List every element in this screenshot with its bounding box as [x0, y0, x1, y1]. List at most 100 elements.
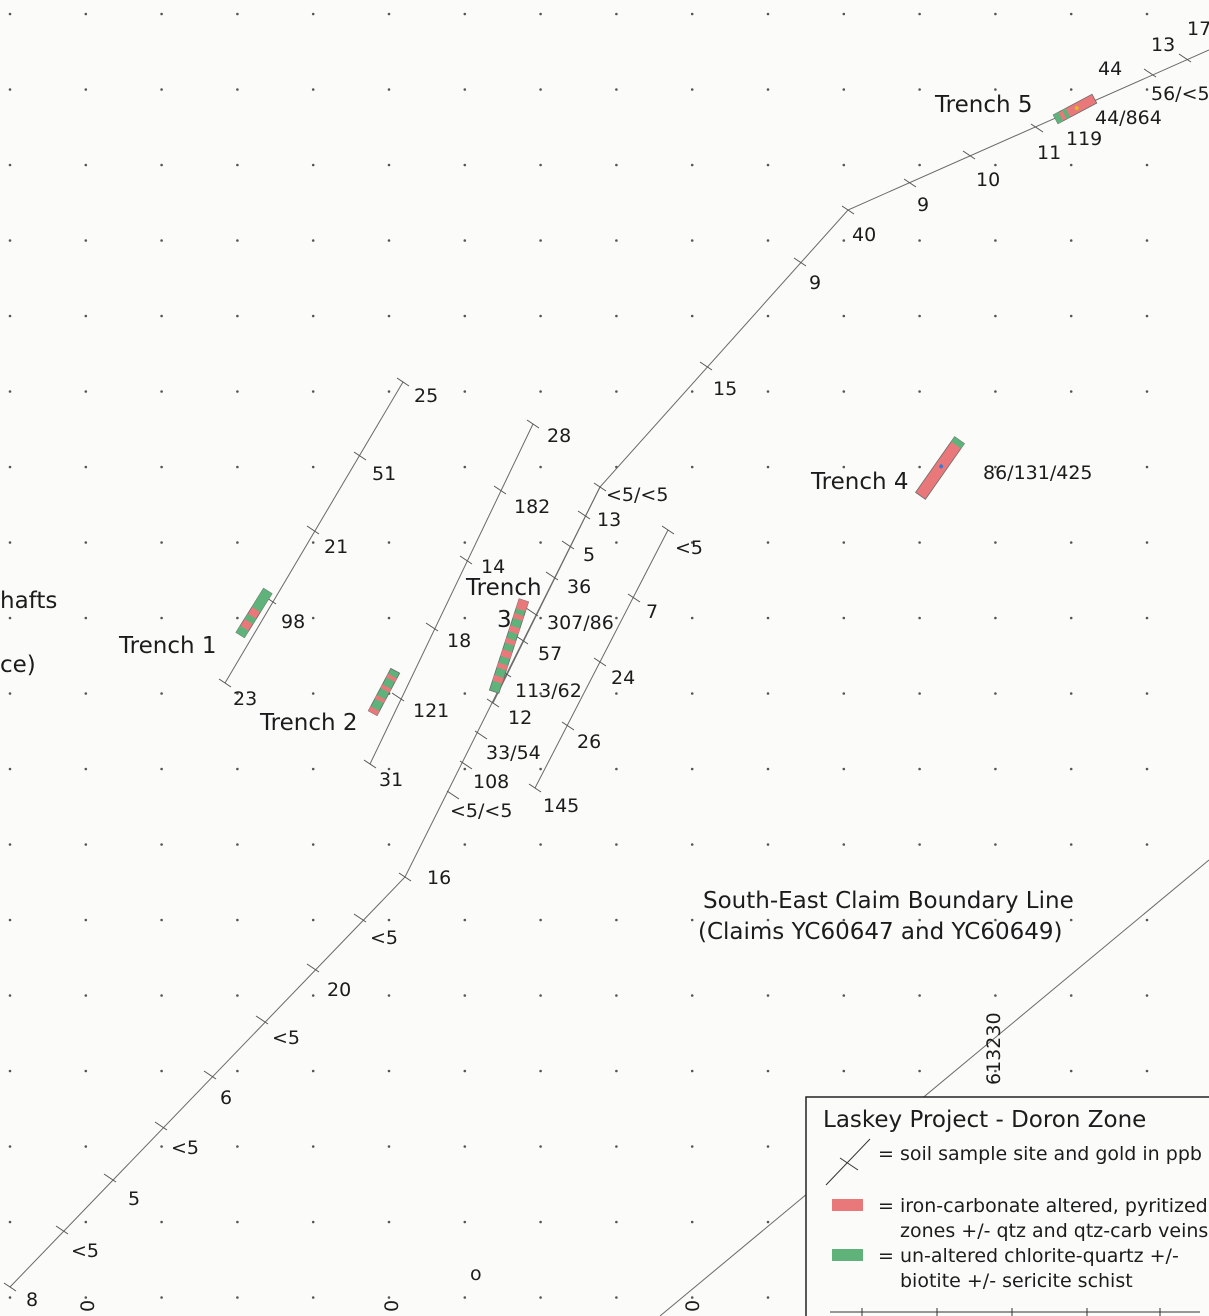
grid-dot	[615, 12, 618, 16]
grid-dot	[994, 465, 997, 469]
grid-dot	[311, 1296, 315, 1299]
grid-dot	[918, 994, 921, 997]
grid-dot	[615, 843, 618, 846]
scale-bar	[830, 1308, 1200, 1316]
grid-dot	[1145, 12, 1149, 16]
grid-dot	[1145, 994, 1149, 997]
sample-value: 36	[567, 576, 591, 598]
grid-dot	[8, 163, 12, 167]
sample-value: <5	[272, 1027, 300, 1049]
sample-site-tick	[459, 555, 473, 565]
trench-1-label: Trench 1	[118, 633, 217, 659]
grid-dot	[539, 767, 542, 771]
grid-dot	[766, 88, 770, 91]
grid-dot	[8, 616, 12, 620]
grid-dot	[842, 843, 846, 846]
grid-dot	[918, 616, 921, 620]
grid-dot	[1069, 314, 1073, 318]
grid-dot	[236, 918, 239, 922]
sample-site-tick	[526, 419, 540, 429]
grid-dot	[539, 314, 542, 318]
grid-dot	[690, 1069, 694, 1073]
grid-dot	[463, 994, 467, 997]
grid-dot	[539, 843, 542, 846]
bottom-mark: 0	[77, 1300, 99, 1312]
grid-dot	[842, 12, 846, 16]
line-2	[369, 423, 534, 765]
sample-site-tick	[55, 1225, 69, 1235]
grid-dot	[311, 239, 315, 242]
sample-value: 113/62	[515, 680, 582, 702]
grid-dot	[236, 767, 239, 771]
grid-dot	[994, 918, 997, 922]
line-1	[224, 381, 404, 684]
grid-dot	[311, 541, 315, 544]
sample-value: 25	[414, 385, 438, 407]
sample-value: 13	[597, 509, 621, 531]
sample-value: 108	[473, 771, 509, 793]
grid-dot	[463, 163, 467, 167]
grid-dot	[463, 12, 467, 16]
legend-green-text-1: = un-altered chlorite-quartz +/-	[878, 1245, 1179, 1267]
grid-dot	[539, 1069, 542, 1073]
grid-dot	[387, 767, 391, 771]
grid-dot	[766, 12, 770, 16]
grid-dot	[539, 918, 542, 922]
grid-dot	[994, 994, 997, 997]
boundary-label-line2: (Claims YC60647 and YC60649)	[698, 919, 1063, 945]
grid-dot	[842, 163, 846, 167]
sample-value: 24	[611, 667, 635, 689]
legend-title: Laskey Project - Doron Zone	[823, 1107, 1146, 1133]
grid-dot	[766, 541, 770, 544]
grid-dot	[463, 918, 467, 922]
grid-dot	[615, 1069, 618, 1073]
sample-value: 86/131/425	[983, 462, 1093, 484]
sample-site-tick	[459, 760, 473, 770]
sample-site-tick	[391, 692, 405, 702]
grid-dot	[918, 239, 921, 242]
grid-dot	[8, 390, 12, 393]
grid-dot	[994, 692, 997, 695]
sample-value: 8	[26, 1289, 38, 1311]
grid-dot	[8, 1069, 12, 1073]
sample-site-tick	[306, 963, 320, 973]
grid-dot	[311, 1220, 315, 1224]
grid-dot	[615, 163, 618, 167]
sample-value: 5	[583, 544, 595, 566]
sample-value: 57	[538, 643, 562, 665]
sample-site-tick	[203, 1070, 217, 1080]
grid-dot	[236, 692, 239, 695]
partial-shafts-label: hafts	[0, 588, 57, 614]
grid-dot	[690, 163, 694, 167]
grid-dot	[387, 88, 391, 91]
grid-dot	[842, 314, 846, 318]
grid-dot	[8, 994, 12, 997]
grid-dot	[387, 163, 391, 167]
grid-dot	[766, 692, 770, 695]
grid-dot	[84, 994, 88, 997]
sample-site-tick	[1143, 68, 1157, 78]
grid-dot	[236, 12, 239, 16]
grid-dot	[387, 918, 391, 922]
grid-dot	[690, 616, 694, 620]
grid-dot	[236, 465, 239, 469]
grid-dot	[311, 767, 315, 771]
sample-value: 51	[372, 463, 396, 485]
grid-dot	[539, 541, 542, 544]
sample-value: <5	[171, 1137, 199, 1159]
grid-dot	[160, 616, 163, 620]
grid-dot	[615, 88, 618, 91]
sample-value: 145	[543, 795, 579, 817]
grid-dot	[84, 314, 88, 318]
grid-dot	[1069, 918, 1073, 922]
grid-dot	[842, 918, 846, 922]
grid-dot	[842, 541, 846, 544]
grid-dot	[8, 767, 12, 771]
grid-dot	[463, 239, 467, 242]
sample-value: <5/<5	[450, 800, 512, 822]
grid-dot	[615, 239, 618, 242]
sample-value: 21	[324, 536, 348, 558]
sample-value: 307/86	[547, 612, 614, 634]
grid-dot	[8, 541, 12, 544]
sample-value: 44/864	[1095, 107, 1162, 129]
